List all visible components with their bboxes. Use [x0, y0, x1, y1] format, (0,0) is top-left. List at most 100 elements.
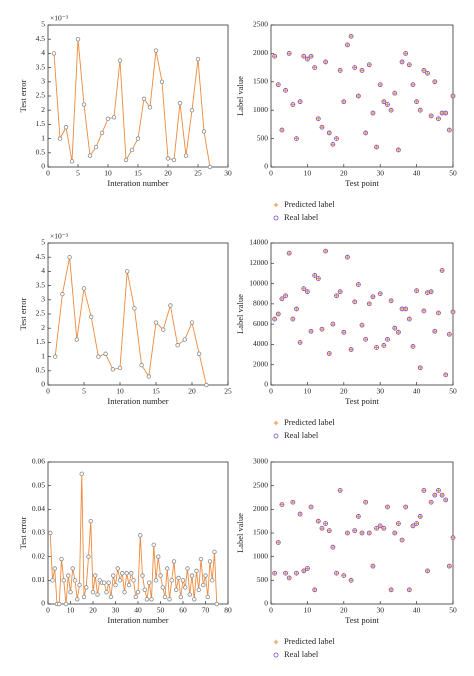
predicted-point — [319, 526, 325, 531]
real-point — [297, 99, 303, 105]
predicted-point — [378, 82, 383, 87]
point — [174, 587, 179, 592]
y-tick-label: 3000 — [253, 457, 268, 466]
real-point — [428, 289, 434, 295]
real-point — [395, 521, 401, 526]
point — [66, 573, 71, 578]
y-tick-label: 2.5 — [36, 309, 46, 318]
point — [67, 255, 72, 260]
real-point — [377, 291, 383, 297]
predicted-point — [410, 82, 416, 87]
point — [74, 337, 79, 342]
predicted-point — [308, 504, 314, 510]
predicted-point — [403, 51, 408, 56]
point — [48, 530, 53, 536]
point — [176, 575, 181, 581]
predicted-point — [436, 116, 441, 121]
y-tick-label: 500 — [257, 133, 269, 142]
point — [88, 518, 93, 524]
predicted-point — [308, 54, 314, 59]
point — [133, 594, 138, 600]
predicted-point — [279, 502, 285, 507]
point — [153, 48, 159, 53]
y-axis-label: Test error — [18, 79, 28, 112]
real-point — [301, 53, 307, 59]
x-tick-label: 10 — [304, 387, 312, 396]
predicted-point — [272, 316, 277, 322]
point — [182, 337, 187, 342]
x-tick-label: 50 — [449, 387, 457, 396]
point — [52, 566, 57, 571]
predicted-point — [407, 587, 412, 592]
real-point — [406, 587, 412, 593]
predicted-point — [290, 500, 296, 505]
real-point — [272, 316, 278, 322]
x-tick-label: 40 — [134, 606, 142, 615]
predicted-point — [450, 93, 456, 99]
point — [124, 269, 130, 274]
point — [183, 153, 189, 158]
x-tick-label: 80 — [224, 606, 232, 615]
predicted-point — [381, 99, 387, 104]
predicted-point — [294, 571, 299, 576]
predicted-point — [425, 568, 430, 574]
predicted-point — [392, 90, 397, 96]
real-point — [290, 499, 296, 505]
real-point — [363, 130, 369, 136]
predicted-point — [312, 587, 317, 592]
predicted-point — [378, 523, 383, 529]
x-tick-label: 20 — [340, 606, 348, 615]
predicted-point — [370, 294, 376, 299]
x-tick-label: 5 — [82, 387, 86, 396]
point — [111, 573, 116, 578]
x-tick-label: 70 — [202, 606, 210, 615]
point — [77, 582, 82, 588]
y-tick-label: 1500 — [253, 77, 268, 86]
real-point — [428, 113, 434, 119]
predicted-point — [370, 110, 376, 116]
predicted-point — [432, 79, 437, 84]
point — [51, 51, 57, 56]
real-point — [392, 530, 398, 536]
y-tick-label: 14000 — [249, 238, 268, 247]
predicted-point — [443, 372, 448, 378]
point — [106, 580, 111, 585]
point — [110, 367, 115, 372]
point — [178, 594, 183, 600]
point — [196, 351, 202, 356]
predicted-point — [319, 327, 325, 332]
real-point — [395, 147, 401, 153]
real-point — [359, 530, 365, 536]
predicted-point — [316, 116, 321, 121]
y-tick-label: 2500 — [253, 20, 268, 29]
point — [201, 582, 206, 588]
predicted-point — [337, 68, 343, 73]
predicted-point — [414, 288, 419, 293]
real-point — [366, 530, 372, 536]
predicted-point — [385, 504, 390, 510]
real-point — [385, 504, 390, 510]
point — [168, 303, 173, 308]
y-tick-label: 1 — [41, 351, 45, 360]
real-point — [439, 267, 445, 273]
point — [61, 578, 66, 583]
point — [204, 382, 209, 388]
predicted-point — [301, 568, 306, 574]
legend-marker — [273, 202, 279, 208]
point — [212, 549, 217, 555]
predicted-point — [363, 337, 368, 342]
point — [113, 582, 118, 588]
error-line — [54, 257, 207, 386]
real-point — [436, 487, 441, 493]
legend-marker — [273, 652, 279, 658]
point — [147, 580, 152, 585]
predicted-point — [297, 511, 303, 517]
real-point — [399, 537, 405, 543]
point — [72, 578, 78, 583]
real-point — [450, 535, 456, 541]
x-axis-label: Test point — [345, 615, 379, 625]
real-point — [330, 321, 336, 327]
predicted-point — [272, 54, 277, 59]
x-tick-label: 40 — [413, 169, 421, 178]
